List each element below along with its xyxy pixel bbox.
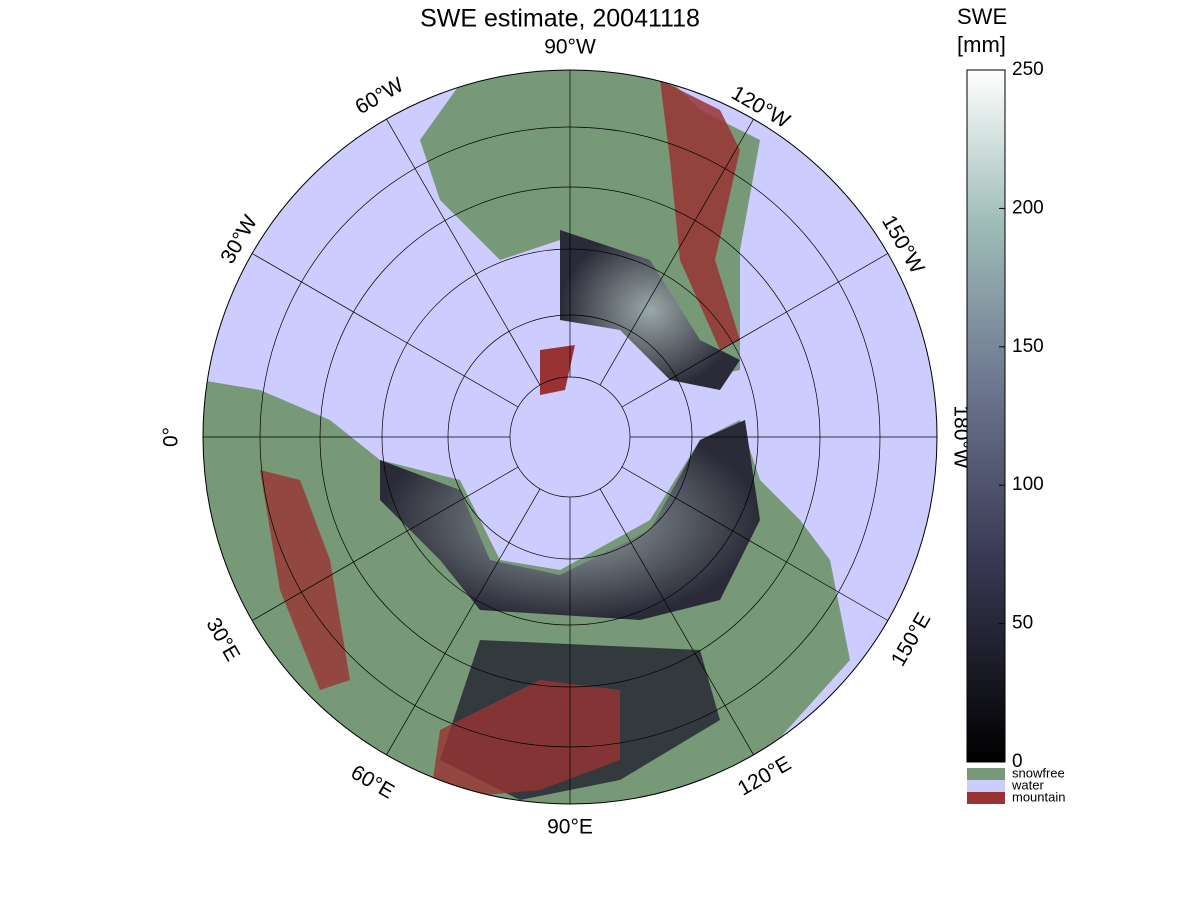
meridian	[621, 466, 889, 621]
legend-label: mountain	[1012, 789, 1065, 804]
mountain-area	[430, 680, 620, 800]
meridian-label: 30°E	[201, 614, 244, 665]
colorbar-tick-label: 0	[1012, 751, 1023, 772]
colorbar-tick-label: 150	[1012, 336, 1044, 357]
legend-label: snowfree	[1012, 765, 1065, 780]
map-border	[202, 69, 938, 805]
graticule	[203, 70, 937, 804]
map	[203, 70, 937, 804]
legend-swatch	[967, 780, 1005, 792]
colorbar-tick-label: 250	[1012, 59, 1044, 80]
colorbar-label: [mm]	[957, 32, 1006, 57]
meridian-label: 90°W	[544, 36, 596, 59]
snow-cover	[380, 420, 760, 620]
legend-swatch	[967, 768, 1005, 780]
meridian	[599, 118, 754, 386]
legend-label: water	[1011, 777, 1044, 792]
colorbar	[966, 69, 1006, 763]
meridian	[599, 488, 754, 756]
meridian	[251, 253, 519, 408]
colorbar-ticks: 0 50 100 150 200 250	[999, 59, 1044, 772]
meridian	[251, 466, 519, 621]
meridian-label: 90°E	[547, 816, 593, 839]
meridian-label: 150°E	[887, 609, 936, 670]
title: SWE estimate, 20041118	[420, 5, 700, 33]
mountain-area	[260, 470, 350, 690]
legend-swatch	[967, 792, 1005, 804]
meridian	[386, 118, 541, 386]
meridian-label: 0°	[160, 427, 183, 447]
colorbar-label: SWE	[957, 4, 1007, 29]
meridian	[386, 488, 541, 756]
meridian-label: 60°E	[347, 761, 398, 804]
snow-cover	[560, 230, 740, 390]
colorbar-tick-label: 100	[1012, 474, 1044, 495]
meridian	[621, 253, 889, 408]
colorbar-tick-label: 50	[1012, 613, 1033, 634]
greenland-mountain	[540, 345, 575, 395]
colorbar-tick-label: 200	[1012, 197, 1044, 218]
